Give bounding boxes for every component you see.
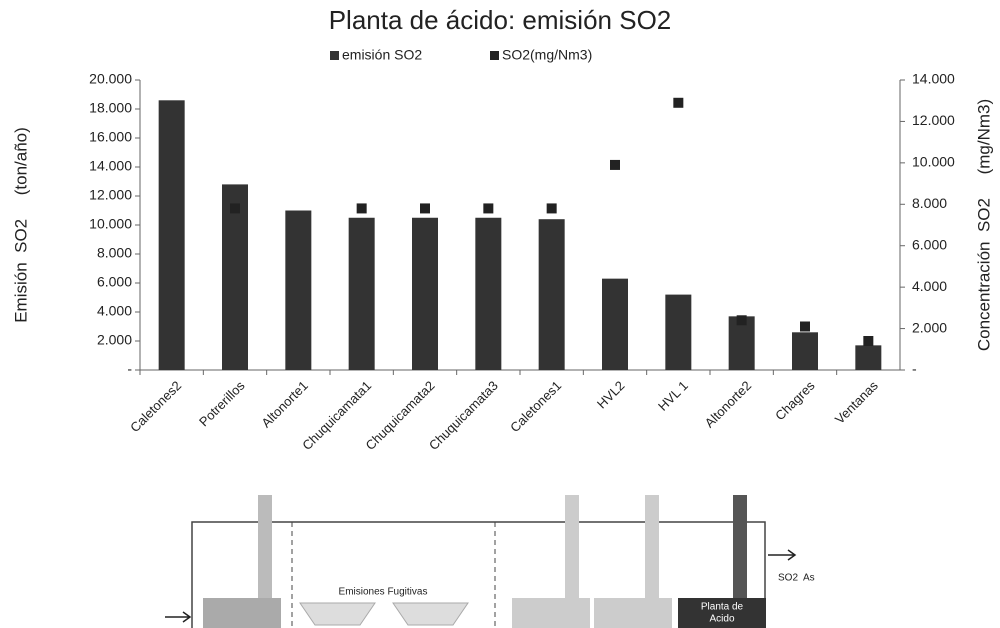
legend-swatch: [330, 51, 339, 60]
marker: [356, 203, 367, 214]
y-tick-label: 18.000: [89, 100, 132, 116]
plant-label: Planta de: [701, 602, 744, 613]
stack: [733, 495, 747, 600]
bar: [475, 217, 502, 370]
x-tick-label: Chuquicamata3: [426, 378, 501, 453]
y2-axis-label: Concentración SO2 (mg/Nm3): [974, 99, 993, 351]
y2-tick-label: 8.000: [912, 195, 947, 211]
stack: [565, 495, 579, 600]
y-tick-label: 2.000: [97, 332, 132, 348]
legend-label: emisión SO2: [342, 47, 422, 63]
vessel: [299, 602, 376, 626]
y2-tick-label: 2.000: [912, 319, 947, 335]
plant-label: Acido: [709, 614, 734, 625]
y2-tick-label: 4.000: [912, 278, 947, 294]
y-tick-label: 8.000: [97, 245, 132, 261]
y-tick-label: 14.000: [89, 158, 132, 174]
x-tick-label: Altonorte1: [258, 378, 311, 431]
y-tick-label: 16.000: [89, 129, 132, 145]
marker: [800, 321, 810, 332]
unit-box: [203, 598, 281, 628]
process-diagram: Emisiones Fugitivas Planta de Acido SO2 …: [165, 495, 815, 628]
bar: [412, 217, 438, 370]
y2-tick-label: 10.000: [912, 154, 955, 170]
x-tick-label: HVL 1: [655, 378, 691, 414]
y2-tick-label: 6.000: [912, 236, 947, 252]
output-label: SO2 As: [778, 573, 815, 584]
vessel: [392, 602, 469, 626]
chart-title: Planta de ácido: emisión SO2: [329, 5, 672, 35]
bar: [602, 278, 628, 370]
bar: [538, 219, 565, 370]
bar: [285, 210, 312, 370]
legend-label: SO2(mg/Nm3): [502, 47, 592, 63]
fugitive-label: Emisiones Fugitivas: [339, 587, 428, 598]
marker: [863, 336, 874, 346]
y-tick-label: 12.000: [89, 187, 132, 203]
legend-swatch: [490, 51, 499, 60]
bar: [348, 217, 375, 370]
bar: [855, 345, 882, 370]
x-tick-label: Altonorte2: [702, 378, 755, 431]
y2-tick-label: 12.000: [912, 112, 955, 128]
marker: [610, 159, 620, 170]
y-tick-label: 10.000: [89, 216, 132, 232]
arrow: [165, 611, 192, 623]
y2-tick-label: -: [912, 361, 917, 377]
y-tick-label: 20.000: [89, 71, 132, 87]
stack: [258, 495, 272, 600]
marker: [736, 315, 747, 326]
x-tick-label: HVL2: [594, 378, 628, 412]
unit-box: [594, 598, 672, 628]
y-axis-label: Emisión SO2 (ton/año): [11, 127, 30, 323]
y-tick-label: 6.000: [97, 274, 132, 290]
x-tick-label: Caletones1: [507, 378, 564, 435]
diagram-frame: [191, 521, 766, 628]
stack: [645, 495, 659, 600]
x-tick-label: Chagres: [772, 378, 818, 424]
x-tick-label: Potrerillos: [196, 378, 248, 430]
x-tick-label: Caletones2: [127, 378, 184, 435]
bar: [728, 316, 755, 370]
marker: [230, 203, 240, 214]
y2-tick-label: 14.000: [912, 71, 955, 87]
marker: [546, 203, 557, 214]
acid-plant-box: [678, 598, 766, 628]
y-tick-label: 4.000: [97, 303, 132, 319]
bar: [158, 100, 185, 371]
bar: [222, 184, 248, 370]
unit-box: [512, 598, 590, 628]
x-tick-label: Ventanas: [832, 378, 881, 427]
marker: [420, 203, 430, 214]
bar: [792, 332, 818, 370]
marker: [483, 203, 494, 214]
marker: [673, 97, 684, 108]
bar: [665, 294, 692, 370]
y-tick-label: -: [127, 361, 132, 377]
arrow: [768, 549, 797, 561]
